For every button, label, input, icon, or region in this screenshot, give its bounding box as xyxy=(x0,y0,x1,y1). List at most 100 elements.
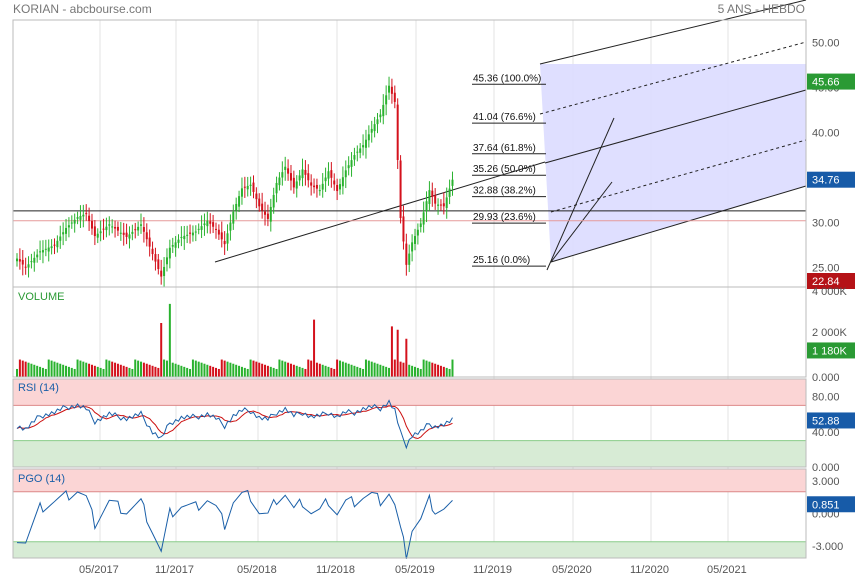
candle-body xyxy=(65,227,68,234)
candle-body xyxy=(413,236,416,244)
price-axis-tick: 25.00 xyxy=(812,263,840,275)
volume-bar xyxy=(324,365,327,377)
x-axis-label: 05/2018 xyxy=(237,564,277,576)
candle-body xyxy=(220,232,223,240)
candle-body xyxy=(344,170,347,178)
volume-bar xyxy=(388,367,391,377)
volume-bar xyxy=(356,366,359,377)
wedge-line-upper xyxy=(546,117,615,271)
volume-bar xyxy=(65,365,68,377)
candle-body xyxy=(44,248,47,250)
candle-body xyxy=(382,104,385,117)
low-price-tag: 22.84 xyxy=(812,276,840,288)
candle-body xyxy=(327,171,330,179)
volume-bar xyxy=(114,362,117,377)
volume-bar xyxy=(261,363,264,377)
volume-bar xyxy=(79,360,82,377)
volume-bar xyxy=(301,367,304,377)
candle-body xyxy=(362,145,365,148)
candle-body xyxy=(85,213,88,215)
candle-body xyxy=(134,229,137,231)
candle-body xyxy=(419,223,422,228)
rsi-oversold-zone xyxy=(13,440,806,467)
volume-bar xyxy=(39,366,42,377)
volume-bar xyxy=(82,361,85,377)
volume-bar xyxy=(269,366,272,377)
volume-bar xyxy=(47,359,50,377)
candle-body xyxy=(183,235,186,240)
candle-body xyxy=(191,232,194,236)
candle-body xyxy=(431,190,434,197)
candle-body xyxy=(367,134,370,141)
rsi-last-tag-bg xyxy=(807,412,855,429)
volume-bar xyxy=(36,365,39,377)
volume-bar xyxy=(24,361,27,377)
candle-body xyxy=(93,226,96,237)
candle-body xyxy=(223,240,226,245)
candle-body xyxy=(376,119,379,125)
candle-body xyxy=(217,229,220,235)
volume-bar xyxy=(246,368,249,377)
candle-body xyxy=(281,172,284,178)
candle-body xyxy=(70,222,73,224)
volume-bar xyxy=(405,338,408,377)
candle-body xyxy=(200,226,203,230)
candle-body xyxy=(232,211,235,224)
candle-body xyxy=(39,251,42,253)
volume-bar xyxy=(249,359,252,377)
candle-body xyxy=(160,270,163,277)
volume-bar xyxy=(333,368,336,377)
volume-axis-tick: 4 000K xyxy=(812,286,848,298)
candle-body xyxy=(206,220,209,227)
candle-body xyxy=(79,215,82,220)
last-price-tag: 34.76 xyxy=(812,175,840,187)
volume-bar xyxy=(402,362,405,377)
candle-body xyxy=(330,170,333,178)
volume-bar xyxy=(307,359,310,377)
candle-body xyxy=(96,233,99,238)
candle-body xyxy=(145,232,148,240)
volume-bar xyxy=(73,368,76,377)
x-axis-label: 11/2019 xyxy=(473,564,512,576)
high-price-tag: 45.66 xyxy=(812,77,840,89)
volume-bar xyxy=(67,366,70,377)
volume-bar xyxy=(448,368,451,377)
candle-body xyxy=(128,234,131,239)
volume-bar xyxy=(189,368,192,377)
fibonacci-label: 25.16 (0.0%) xyxy=(473,255,530,266)
candle-body xyxy=(437,204,440,206)
candle-body xyxy=(388,85,391,93)
candle-body xyxy=(122,232,125,235)
candle-body xyxy=(142,227,145,232)
candle-body xyxy=(157,259,160,270)
rsi-overbought-zone xyxy=(13,379,806,406)
volume-bar xyxy=(56,362,59,377)
candle-body xyxy=(333,180,336,185)
volume-bar xyxy=(102,368,105,377)
candle-body xyxy=(47,247,50,252)
volume-bar xyxy=(272,367,275,377)
pitchfork-channel-fill xyxy=(540,64,806,262)
x-axis-label: 11/2020 xyxy=(630,564,669,576)
volume-bar xyxy=(154,366,157,377)
volume-bar xyxy=(171,362,174,377)
volume-bar xyxy=(422,359,425,377)
candle-body xyxy=(76,217,79,219)
volume-bar xyxy=(347,363,350,377)
candle-body xyxy=(154,254,157,262)
rsi-axis-tick: 0.000 xyxy=(812,462,840,474)
rsi-line xyxy=(16,399,453,450)
candle-body xyxy=(214,228,217,230)
volume-bar xyxy=(240,366,243,377)
rsi-axis-tick: 40.00 xyxy=(812,427,840,439)
candle-body xyxy=(321,183,324,190)
pgo-title: PGO (14) xyxy=(18,473,65,485)
pgo-axis-tick: -3.000 xyxy=(812,541,843,553)
volume-bar xyxy=(122,365,125,377)
candle-body xyxy=(364,139,367,148)
candle-body xyxy=(90,221,93,229)
candle-body xyxy=(266,213,269,219)
volume-bar xyxy=(165,360,168,377)
candle-body xyxy=(212,222,215,227)
candle-body xyxy=(393,92,396,102)
